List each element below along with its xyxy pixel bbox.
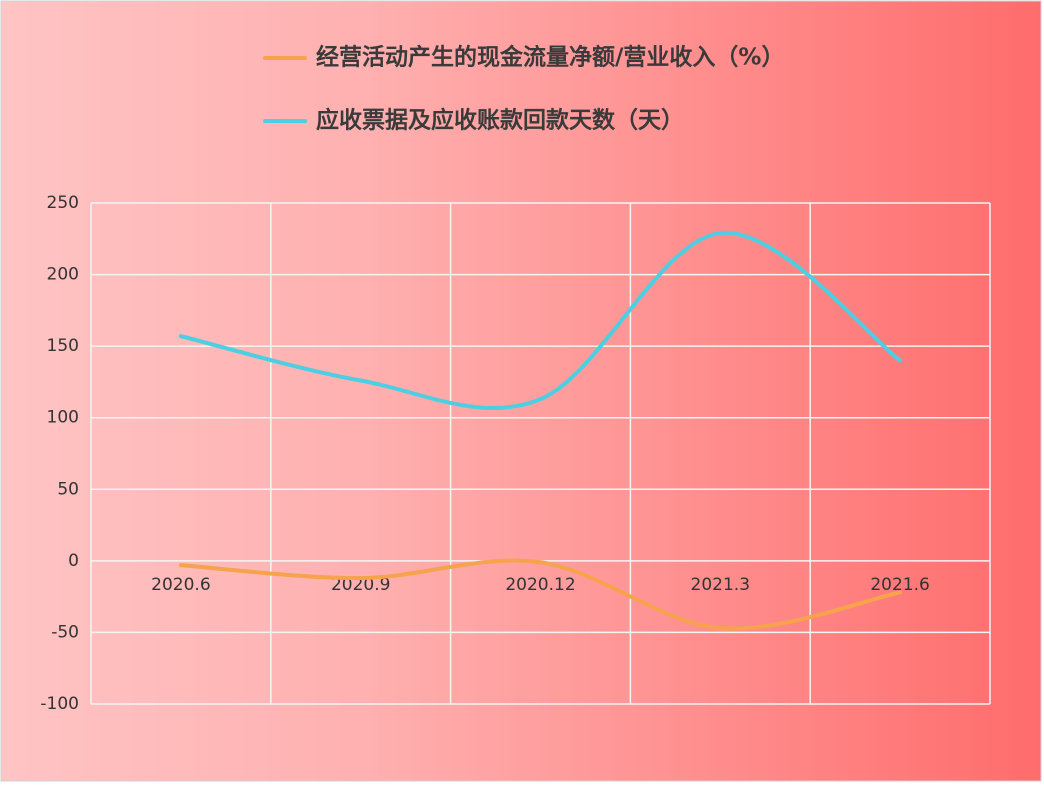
x-tick-label: 2021.6 [870,575,929,595]
y-tick-label: -100 [40,694,79,714]
y-tick-label: -50 [51,622,79,642]
series-line [178,231,903,410]
y-tick-label: 100 [47,408,79,428]
background [0,0,1042,782]
legend-label: 应收票据及应收账款回款天数（天） [316,107,684,134]
x-tick-label: 2020.6 [151,575,210,595]
x-tick-label: 2021.3 [691,575,750,595]
legend-label: 经营活动产生的现金流量净额/营业收入（%） [316,44,784,71]
y-tick-label: 150 [47,336,79,356]
x-tick-label: 2020.12 [505,575,575,595]
y-tick-label: 0 [68,551,79,571]
y-tick-label: 250 [47,193,79,213]
y-tick-label: 50 [57,479,79,499]
series-line [178,558,903,631]
y-tick-label: 200 [47,265,79,285]
